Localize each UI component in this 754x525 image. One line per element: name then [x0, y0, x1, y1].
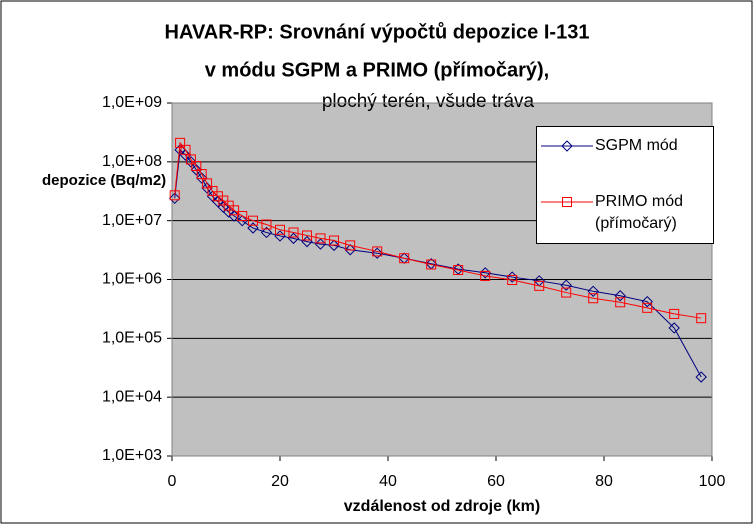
plot-border: [171, 102, 713, 457]
marker: [180, 144, 191, 155]
y-tick-label: 1,0E+06: [102, 271, 162, 288]
legend-marker: [561, 140, 573, 152]
marker: [175, 137, 186, 148]
marker: [168, 192, 181, 205]
marker: [371, 247, 383, 259]
marker: [372, 246, 383, 257]
x-tick-label: 100: [699, 473, 726, 490]
marker: [561, 287, 572, 298]
y-tick-label: 1,0E+04: [102, 388, 162, 405]
marker: [288, 227, 299, 238]
marker: [344, 244, 356, 256]
y-tick-label: 1,0E+03: [102, 447, 162, 464]
marker: [480, 270, 491, 281]
legend-label: SGPM mód: [595, 137, 678, 154]
marker: [185, 156, 197, 168]
marker: [260, 226, 273, 239]
marker: [668, 322, 680, 334]
marker: [179, 149, 192, 161]
marker: [399, 253, 410, 264]
y-axis-label: depozice (Bq/m2): [42, 172, 166, 189]
marker: [328, 239, 340, 252]
x-tick-label: 0: [168, 473, 177, 490]
x-axis-label: vzdálenost od zdroje (km): [344, 498, 540, 515]
marker: [247, 222, 259, 234]
marker: [315, 233, 326, 244]
marker: [695, 371, 707, 383]
marker: [196, 169, 207, 180]
x-tick-label: 20: [271, 473, 289, 490]
marker: [212, 196, 224, 208]
marker: [195, 172, 208, 184]
marker: [329, 235, 339, 246]
marker: [275, 224, 285, 235]
legend-symbol: [541, 140, 593, 152]
marker: [236, 214, 248, 227]
marker: [202, 178, 213, 189]
marker: [207, 185, 218, 196]
legend-marker: [562, 197, 572, 207]
marker: [696, 313, 707, 324]
y-tick-label: 1,0E+07: [102, 212, 162, 229]
marker: [615, 297, 626, 308]
marker: [669, 308, 680, 319]
marker: [218, 195, 229, 206]
y-tick-label: 1,0E+08: [102, 153, 162, 170]
marker: [345, 240, 356, 251]
series-line: [174, 148, 702, 378]
marker: [588, 293, 599, 304]
y-tick-label: 1,0E+05: [102, 330, 162, 347]
marker: [169, 190, 180, 201]
marker: [614, 290, 626, 302]
x-tick-label: 40: [379, 473, 397, 490]
legend-label: PRIMO mód (přímočarý): [595, 193, 684, 232]
marker: [534, 280, 545, 291]
marker: [453, 265, 464, 276]
marker: [191, 160, 202, 171]
y-tick-label: 1,0E+09: [102, 94, 162, 111]
marker: [302, 230, 312, 241]
marker: [587, 285, 599, 298]
x-tick-label: 80: [595, 473, 613, 490]
marker: [507, 275, 518, 286]
chart-title: v módu SGPM a PRIMO (přímočarý),: [205, 59, 550, 81]
marker: [426, 259, 437, 270]
marker: [237, 211, 248, 222]
chart-title: HAVAR-RP: Srovnání výpočtů depozice I-13…: [165, 21, 590, 43]
legend: SGPM mód PRIMO mód (přímočarý): [536, 126, 714, 244]
marker: [641, 295, 653, 308]
marker: [190, 164, 203, 176]
marker: [560, 279, 572, 291]
marker: [261, 219, 272, 230]
legend-symbol: [541, 197, 593, 207]
x-tick-label: 60: [487, 473, 505, 490]
marker: [248, 215, 258, 226]
chart-subtitle: plochý terén, všude tráva: [322, 91, 535, 112]
marker: [642, 302, 653, 313]
marker: [229, 205, 240, 216]
marker: [185, 154, 196, 165]
